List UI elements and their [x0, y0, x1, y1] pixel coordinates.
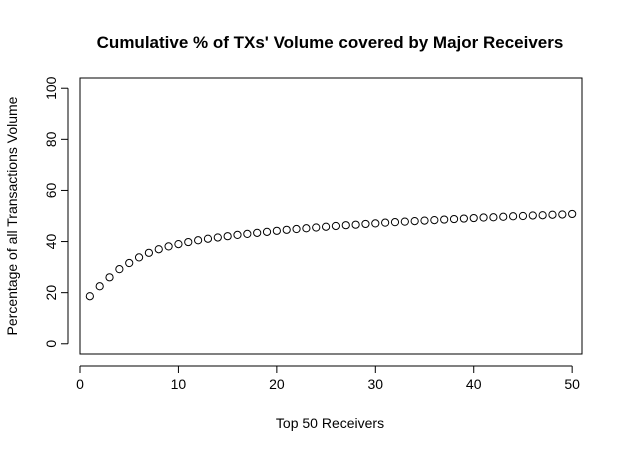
data-point [430, 215, 439, 225]
data-point [292, 224, 301, 234]
data-point [459, 214, 468, 223]
data-point [321, 222, 331, 231]
x-axis-label: Top 50 Receivers [276, 415, 384, 431]
data-point [568, 209, 577, 219]
data-point [361, 219, 370, 229]
data-point [95, 282, 104, 291]
data-point [508, 212, 518, 221]
data-point [243, 229, 252, 238]
data-point [499, 212, 508, 221]
data-point [174, 240, 183, 249]
data-point [272, 226, 281, 235]
data-point [518, 211, 528, 221]
data-point [351, 220, 360, 229]
data-point [203, 234, 213, 243]
data-point [440, 215, 449, 224]
data-point [282, 225, 291, 234]
data-point [558, 210, 567, 219]
data-point [331, 221, 341, 231]
data-point [223, 232, 232, 241]
data-point [528, 211, 537, 220]
data-point [184, 237, 193, 247]
x-tick-label: 40 [466, 376, 482, 392]
data-point [371, 219, 380, 228]
data-point [154, 245, 163, 254]
data-point [479, 213, 488, 222]
y-tick-label: 100 [43, 76, 59, 100]
data-point [125, 258, 134, 268]
data-point [115, 265, 124, 274]
x-axis: 0 10 20 30 40 50 [76, 365, 580, 392]
y-axis: 0 20 40 60 80 100 [43, 76, 69, 348]
y-tick-label: 40 [43, 234, 59, 250]
data-points [85, 209, 577, 301]
x-tick-label: 0 [76, 376, 84, 392]
data-point [85, 292, 94, 301]
data-point [213, 233, 222, 242]
data-point [390, 218, 400, 227]
data-point [420, 216, 429, 225]
data-point [302, 224, 311, 233]
data-point [381, 218, 390, 227]
data-point [341, 221, 350, 230]
y-tick-label: 20 [43, 285, 59, 301]
data-point [489, 213, 498, 222]
data-point [469, 213, 478, 223]
data-point [253, 228, 262, 237]
data-point [105, 273, 114, 282]
data-point [449, 214, 459, 224]
data-point [233, 230, 242, 240]
data-point [262, 227, 272, 236]
data-point [164, 242, 173, 251]
data-point [144, 248, 154, 257]
data-point [134, 253, 144, 262]
x-tick-label: 30 [368, 376, 384, 392]
data-point [410, 217, 419, 226]
data-point [194, 236, 203, 245]
data-point [312, 223, 321, 232]
x-tick-label: 10 [171, 376, 187, 392]
data-point [548, 210, 557, 219]
y-tick-label: 80 [43, 131, 59, 147]
y-tick-label: 60 [43, 182, 59, 198]
data-point [538, 211, 547, 220]
data-point [400, 217, 409, 226]
plot-frame [79, 77, 583, 355]
x-tick-label: 20 [269, 376, 285, 392]
x-tick-label: 50 [564, 376, 580, 392]
chart-title: Cumulative % of TXs' Volume covered by M… [97, 33, 564, 52]
y-tick-label: 0 [43, 340, 59, 348]
y-axis-label: Percentage of all Transactions Volume [4, 96, 20, 335]
